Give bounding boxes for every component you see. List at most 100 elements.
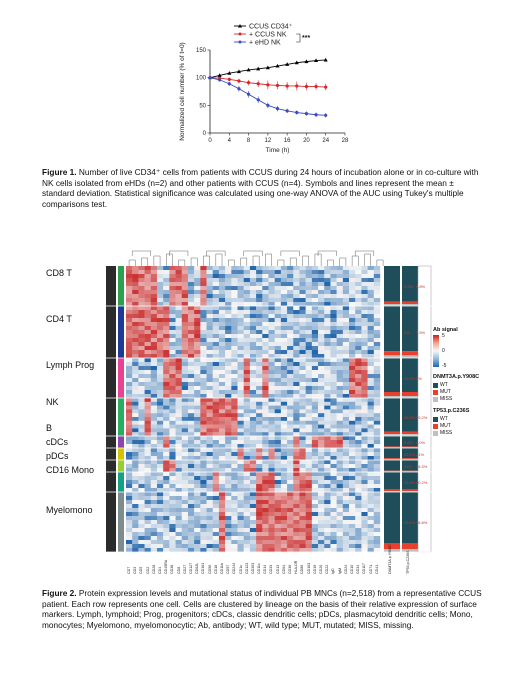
heatmap-cell [212,326,220,331]
heatmap-cell [231,524,238,529]
heatmap-cell [206,274,213,279]
heatmap-cell [200,440,207,445]
heatmap-cell [349,488,356,493]
heatmap-cell [318,528,325,533]
heatmap-cell [293,448,300,453]
heatmap-cell [225,386,232,391]
heatmap-cell [169,294,176,299]
heatmap-cell [367,432,375,437]
heatmap-cell [330,476,337,481]
heatmap-cell [212,334,220,339]
heatmap-cell [336,314,344,319]
heatmap-cell [194,282,201,287]
heatmap-cell [231,274,238,279]
heatmap-cell [287,346,294,351]
heatmap-cell [187,270,195,275]
heatmap-cell [225,540,232,545]
heatmap-cell [132,290,139,295]
heatmap-cell [311,318,319,323]
heatmap-cell [156,322,164,327]
heatmap-cell [249,342,257,347]
heatmap-cell [187,480,195,485]
heatmap-cell [293,417,300,421]
heatmap-cell [262,413,269,418]
heatmap-cell [200,540,207,545]
cluster-label-cdcs: cDCs [46,437,68,447]
column-dendrogram-branch [364,253,371,266]
heatmap-cell [150,370,158,375]
heatmap-cell [311,282,319,287]
heatmap-cell [342,484,350,489]
heatmap-cell [361,378,368,383]
heatmap-cell [293,394,300,399]
heatmap-cell [249,472,257,477]
heatmap-cell [274,532,282,537]
heatmap-cell [163,528,170,533]
heatmap-cell [287,540,294,545]
heatmap-cell [175,270,182,275]
heatmap-cell [163,452,170,457]
heatmap-cell [318,420,325,425]
heatmap-cell [169,405,176,410]
heatmap-cell [256,544,263,549]
heatmap-cell [181,460,189,465]
heatmap-cell [175,544,182,549]
heatmap-cell [144,306,151,311]
row-dendrogram-block [106,398,116,436]
heatmap-cell [293,544,300,549]
heatmap-cell [243,405,251,410]
heatmap-cell [126,424,133,429]
heatmap-cell [169,278,176,283]
heatmap-cell [318,366,325,371]
heatmap-cell [355,413,362,418]
heatmap-cell [336,330,344,335]
marker-label: CD13 [275,564,280,574]
cluster-label-cd4t: CD4 T [46,314,72,324]
heatmap-cell [181,306,189,311]
heatmap-cell [231,306,238,311]
heatmap-cell [126,512,133,517]
heatmap-cell [249,278,257,283]
heatmap-cell [280,290,288,295]
mutation-mut-segment [402,458,418,460]
heatmap-cell [126,409,133,414]
heatmap-cell [126,322,133,327]
heatmap-cell [132,424,139,429]
heatmap-cell [299,378,306,383]
heatmap-cell [169,282,176,287]
heatmap-cell [132,496,139,501]
heatmap-cell [181,322,189,327]
heatmap-cell [200,524,207,529]
heatmap-cell [318,398,325,402]
heatmap-cell [324,318,331,323]
heatmap-cell [231,516,238,521]
heatmap-cell [132,480,139,485]
heatmap-cell [212,528,220,533]
heatmap-cell [373,488,381,493]
heatmap-cell [156,270,164,275]
heatmap-cell [293,444,300,449]
heatmap-cell [218,409,226,414]
heatmap-cell [206,480,213,485]
heatmap-cell [218,282,226,287]
mutation-percentage: 22.1% [404,520,416,525]
mutation-miss-segment [402,355,418,358]
heatmap-cell [373,334,381,339]
mutation-mut-segment [402,470,418,472]
heatmap-cell [262,270,269,275]
heatmap-cell [144,394,151,399]
heatmap-cell [336,274,344,279]
heatmap-cell [324,350,331,355]
lineage-bar [118,398,124,436]
data-point [246,67,251,72]
heatmap-cell [231,452,238,457]
heatmap-cell [144,334,151,339]
heatmap-cell [336,424,344,429]
heatmap-cell [361,302,368,307]
heatmap-cell [194,496,201,501]
heatmap-cell [126,302,133,307]
heatmap-cell [225,310,232,315]
marker-label: CD20 [319,564,324,574]
heatmap-cell [194,358,201,363]
heatmap-cell [187,282,195,287]
